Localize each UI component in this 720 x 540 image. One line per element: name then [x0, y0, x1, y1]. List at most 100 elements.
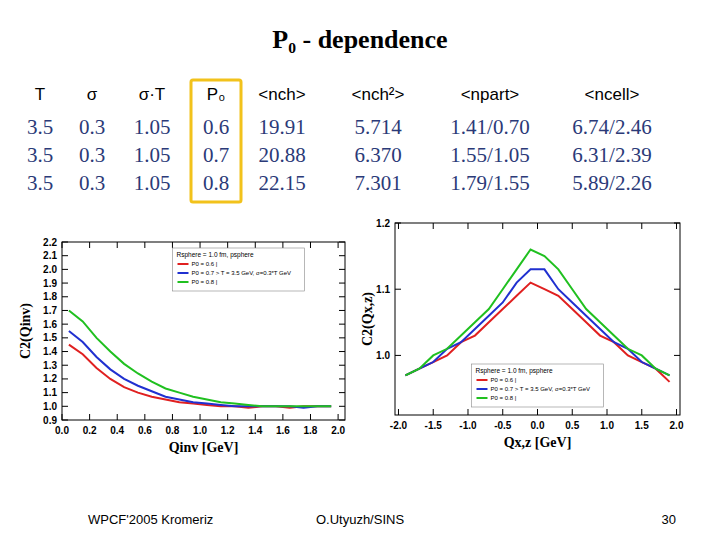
x-tick	[641, 409, 642, 415]
x-tick	[282, 242, 283, 248]
x-tick	[117, 242, 118, 248]
legend-title: Rsphere = 1.0 fm, psphere	[177, 251, 255, 259]
chart: 0.00.20.40.60.81.01.21.41.61.82.00.91.01…	[18, 237, 345, 456]
y-tick	[339, 296, 345, 297]
x-tick	[537, 223, 538, 229]
y-tick	[339, 310, 345, 311]
table-cell: 1.41/0.70	[450, 115, 529, 139]
data-layer	[405, 249, 669, 381]
table-cell: 1.05	[134, 115, 171, 139]
x-tick	[172, 242, 173, 248]
y-tick-label: 0.9	[43, 415, 57, 426]
x-tick	[433, 223, 434, 229]
x-tick-label: -1.0	[459, 420, 477, 431]
x-tick	[572, 223, 573, 229]
x-tick-label: 0.4	[110, 425, 124, 436]
x-tick	[62, 242, 63, 248]
table-cell: 7.301	[354, 171, 401, 195]
x-tick	[398, 223, 399, 229]
x-tick-label: 2.0	[331, 425, 345, 436]
y-tick	[62, 337, 68, 338]
x-tick	[89, 242, 90, 248]
x-tick-label: -0.5	[494, 420, 512, 431]
y-tick	[395, 223, 401, 224]
table-cell: 3.5	[27, 171, 53, 195]
y-tick	[339, 351, 345, 352]
y-tick	[62, 269, 68, 270]
x-tick	[255, 414, 256, 420]
x-tick	[537, 409, 538, 415]
table-header: <nch²>	[352, 85, 405, 104]
table-cell: 3.5	[27, 115, 53, 139]
y-tick	[62, 378, 68, 379]
x-tick	[433, 409, 434, 415]
footer-center: O.Utyuzh/SINS	[316, 512, 404, 527]
y-tick	[339, 242, 345, 243]
y-tick	[339, 269, 345, 270]
title: P₀ - dependence	[272, 25, 447, 54]
y-tick-label: 2.0	[43, 264, 57, 275]
x-tick	[62, 414, 63, 420]
y-tick	[395, 289, 401, 290]
x-tick	[117, 414, 118, 420]
y-tick-label: 1.0	[376, 350, 390, 361]
plot-frame	[395, 223, 680, 415]
x-tick	[676, 223, 677, 229]
slide: P₀ - dependenceTσσ·TP₀<nch><nch²><npart>…	[0, 0, 720, 540]
y-tick-label: 2.1	[43, 250, 57, 261]
table-cell: 6.74/2.46	[572, 115, 651, 139]
x-tick	[89, 414, 90, 420]
table-header: <ncell>	[585, 85, 640, 104]
y-tick	[339, 378, 345, 379]
y-tick-label: 1.0	[43, 401, 57, 412]
y-tick	[674, 223, 680, 224]
x-axis-label: Qinv [GeV]	[169, 440, 239, 455]
series-line	[405, 283, 669, 382]
y-tick-label: 1.2	[43, 373, 57, 384]
y-tick	[339, 324, 345, 325]
x-tick	[502, 223, 503, 229]
x-tick	[172, 414, 173, 420]
table-cell: 5.714	[354, 115, 402, 139]
x-tick-label: 0.0	[531, 420, 545, 431]
table-cell: 0.7	[203, 143, 229, 167]
y-tick	[62, 310, 68, 311]
legend-swatch	[178, 281, 189, 283]
y-tick-label: 1.1	[43, 387, 57, 398]
legend-swatch	[178, 272, 189, 274]
x-tick	[502, 409, 503, 415]
legend-box	[173, 248, 305, 291]
footer-left: WPCF'2005 Kromeriz	[88, 512, 213, 527]
table-cell: 22.15	[258, 171, 305, 195]
x-tick	[227, 242, 228, 248]
legend-label: P0 = 0.8 |	[192, 279, 218, 285]
x-tick	[467, 409, 468, 415]
table-cell: 1.05	[134, 171, 171, 195]
y-tick	[62, 324, 68, 325]
y-tick	[339, 283, 345, 284]
legend-label: P0 = 0.8 |	[491, 395, 517, 401]
x-tick-label: 1.2	[221, 425, 235, 436]
y-tick-label: 1.7	[43, 305, 57, 316]
legend-swatch	[477, 397, 488, 399]
y-tick	[62, 351, 68, 352]
x-tick-label: 1.0	[600, 420, 614, 431]
x-tick	[144, 242, 145, 248]
x-tick-label: 0.8	[165, 425, 179, 436]
legend-label: P0 = 0.7 > T = 3.5 GeV, σ=0.3*T GeV	[192, 270, 292, 276]
y-tick	[339, 406, 345, 407]
table-header: P₀	[207, 85, 225, 104]
x-axis-label: Qx,z [GeV]	[504, 435, 572, 450]
table-header: T	[35, 85, 45, 104]
y-tick	[62, 255, 68, 256]
table-cell: 6.31/2.39	[572, 143, 651, 167]
y-tick	[62, 242, 68, 243]
y-tick-label: 1.4	[43, 346, 57, 357]
legend-swatch	[477, 388, 488, 390]
legend: Rsphere = 1.0 fm, psphereP0 = 0.6 |P0 = …	[472, 364, 604, 407]
legend-swatch	[178, 263, 189, 265]
x-tick-label: 1.5	[635, 420, 649, 431]
y-tick	[339, 337, 345, 338]
table-cell: 0.3	[79, 171, 105, 195]
table-header: σ	[87, 85, 98, 104]
